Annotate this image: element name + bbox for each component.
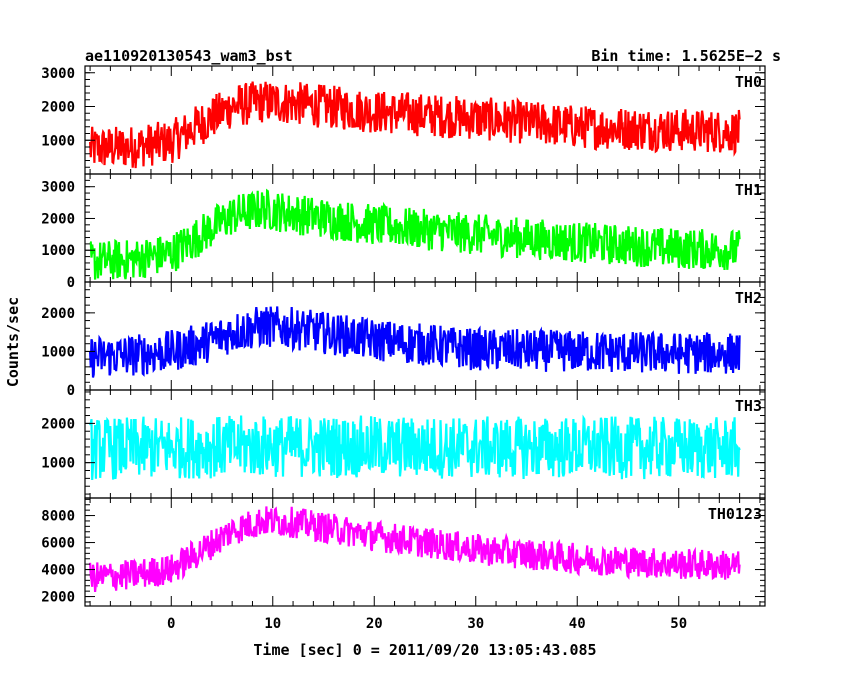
panel-th1: 0 1000 2000 3000 TH1 [41, 173, 766, 291]
y-tick-label: 3000 [41, 66, 75, 82]
x-tick-label: 50 [670, 616, 687, 632]
panel-frame [84, 497, 766, 607]
chart-title-left: ae110920130543_wam3_bst [85, 47, 293, 65]
y-tick-label: 2000 [41, 590, 75, 606]
panel-label-th1: TH1 [735, 181, 762, 199]
y-tick-label: 1000 [41, 456, 75, 472]
series-line-th1 [89, 188, 741, 280]
y-tick-label: 4000 [41, 563, 75, 579]
panel-th0: 1000 2000 3000 TH0 [41, 65, 766, 175]
y-tick-label: 2000 [41, 416, 75, 432]
y-tick-label: 0 [67, 275, 75, 291]
y-tick-label: 2000 [41, 100, 75, 116]
panel-th2: 0 1000 2000 TH2 [41, 281, 766, 399]
y-tick-label: 3000 [41, 180, 75, 196]
y-axis-label: Counts/sec [4, 297, 22, 387]
y-tick-label: 1000 [41, 133, 75, 149]
y-tick-label: 2000 [41, 211, 75, 227]
panel-label-th0: TH0 [735, 73, 762, 91]
series-line-th2 [89, 306, 741, 378]
panel-label-th3: TH3 [735, 397, 762, 415]
series-line-th0123 [89, 506, 741, 593]
panel-label-th2: TH2 [735, 289, 762, 307]
x-tick-label: 0 [167, 616, 175, 632]
y-tick-label: 1000 [41, 243, 75, 259]
y-tick-label: 6000 [41, 536, 75, 552]
y-tick-label: 2000 [41, 306, 75, 322]
x-axis-label: Time [sec] 0 = 2011/09/20 13:05:43.085 [253, 641, 596, 659]
y-tick-label: 0 [67, 383, 75, 399]
x-tick-label: 40 [569, 616, 586, 632]
panel-label-th0123: TH0123 [708, 505, 762, 523]
x-tick-label: 20 [366, 616, 383, 632]
y-tick-label: 8000 [41, 509, 75, 525]
x-tick-label: 10 [264, 616, 281, 632]
chart-title-right: Bin time: 1.5625E−2 s [591, 47, 781, 65]
panel-th0123: 2000 4000 6000 8000 TH0123 [41, 497, 766, 607]
series-line-th0 [89, 81, 741, 169]
x-tick-label: 30 [467, 616, 484, 632]
panel-th3: 1000 2000 TH3 [41, 389, 766, 499]
series-line-th3 [89, 414, 741, 481]
y-tick-label: 1000 [41, 344, 75, 360]
